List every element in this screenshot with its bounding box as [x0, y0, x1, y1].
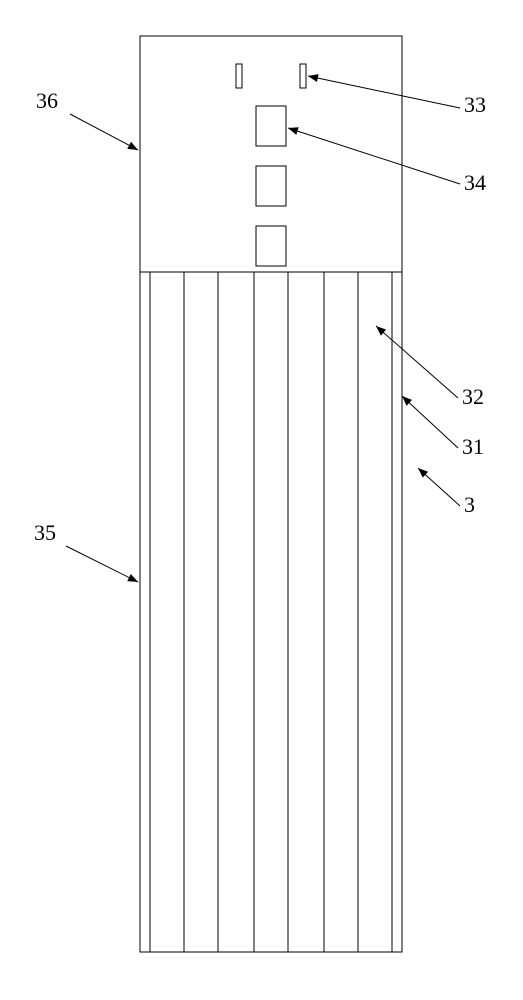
- callout-label-35: 35: [34, 520, 56, 545]
- mid-rect: [256, 226, 286, 266]
- small-slot: [300, 64, 306, 88]
- callout-label-31: 31: [462, 434, 484, 459]
- callout-label-36: 36: [36, 88, 58, 113]
- callout-label-34: 34: [464, 170, 486, 195]
- mid-rect: [256, 106, 286, 146]
- small-slot: [236, 64, 242, 88]
- callout-label-33: 33: [464, 92, 486, 117]
- callout-label-32: 32: [462, 384, 484, 409]
- callout-label-3: 3: [464, 492, 475, 517]
- mid-rect: [256, 166, 286, 206]
